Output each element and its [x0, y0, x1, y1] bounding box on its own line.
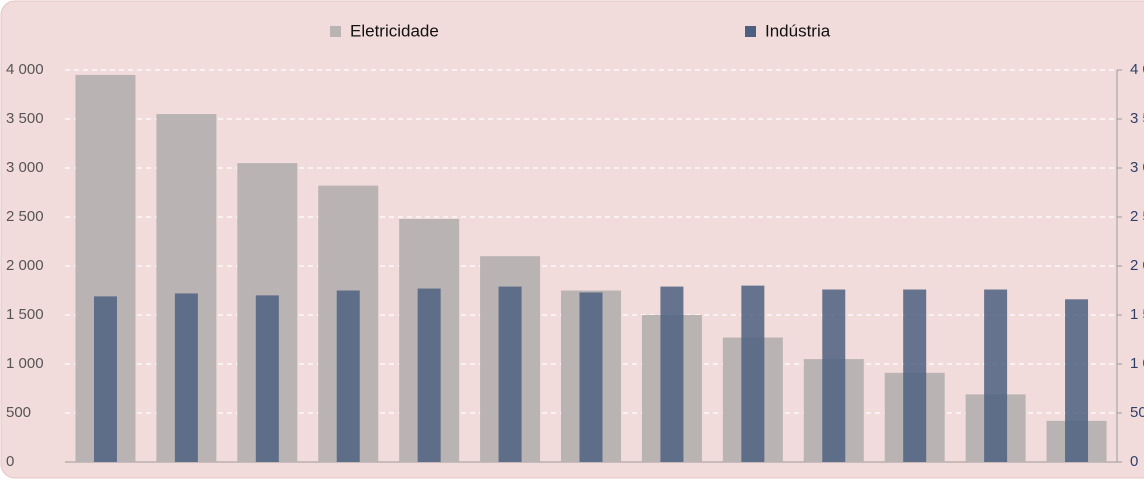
bar	[822, 289, 846, 462]
bar	[660, 286, 684, 462]
y-tick-label: 3 000	[6, 159, 44, 176]
bar	[579, 292, 603, 462]
y-tick-label: 3 500	[6, 110, 44, 127]
bar	[903, 289, 927, 462]
bar	[93, 296, 117, 462]
y-tick-label: 500	[6, 404, 31, 421]
bar	[741, 285, 765, 462]
y2-tick-label: 1 500	[1130, 306, 1144, 323]
bar	[336, 290, 360, 462]
y2-tick-label: 4 000	[1130, 61, 1144, 78]
legend-swatch	[745, 26, 756, 37]
legend-swatch	[330, 26, 341, 37]
y2-tick-label: 3 500	[1130, 110, 1144, 127]
y2-tick-label: 2 500	[1130, 208, 1144, 225]
legend-label: Eletricidade	[350, 21, 439, 40]
y2-tick-label: 2 000	[1130, 257, 1144, 274]
y2-tick-label: 0	[1130, 453, 1138, 470]
bar	[1065, 299, 1089, 462]
y-tick-label: 1 500	[6, 306, 44, 323]
y-tick-label: 4 000	[6, 61, 44, 78]
y2-tick-label: 1 000	[1130, 355, 1144, 372]
y-tick-label: 2 000	[6, 257, 44, 274]
y-tick-label: 2 500	[6, 208, 44, 225]
y2-tick-label: 500	[1130, 404, 1144, 421]
bar	[498, 286, 522, 462]
y2-tick-label: 3 000	[1130, 159, 1144, 176]
bar	[984, 289, 1008, 462]
y-tick-label: 0	[6, 453, 14, 470]
bar	[255, 295, 279, 462]
bar	[174, 293, 198, 462]
legend-label: Indústria	[765, 21, 831, 40]
bar	[417, 288, 441, 462]
y-tick-label: 1 000	[6, 355, 44, 372]
